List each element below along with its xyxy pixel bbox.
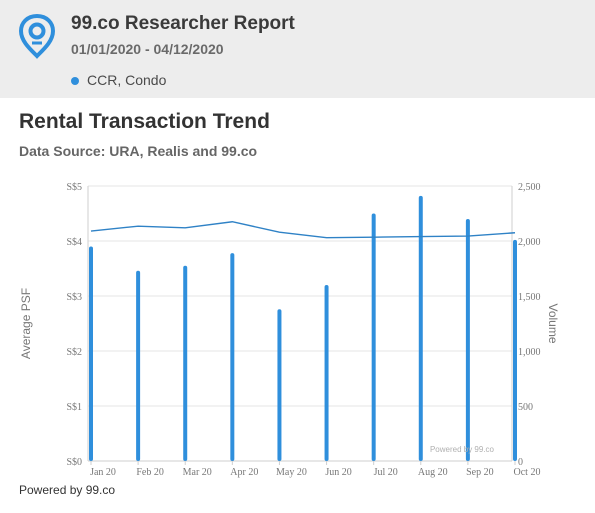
map-pin-logo-icon: [18, 13, 56, 59]
y-tick-label: S$0: [66, 457, 82, 468]
x-tick-label: May 20: [276, 467, 307, 478]
y2-tick-label: 500: [518, 402, 533, 413]
x-tick-label: Mar 20: [183, 467, 212, 478]
volume-bar: [418, 195, 423, 461]
y2-axis-title: Volume: [546, 303, 560, 343]
volume-bar: [230, 253, 235, 461]
report-title: 99.co Researcher Report: [71, 13, 295, 34]
chart-source: Data Source: URA, Realis and 99.co: [19, 143, 258, 159]
x-tick-label: Sep 20: [466, 467, 494, 478]
x-tick-label: Jun 20: [325, 467, 351, 478]
powered-by-footer: Powered by 99.co: [19, 483, 116, 497]
x-tick-label: Aug 20: [418, 467, 448, 478]
y2-tick-label: 0: [518, 457, 523, 468]
x-tick-label: Apr 20: [230, 467, 258, 478]
y-tick-label: S$1: [66, 402, 82, 413]
x-tick-label: Jul 20: [374, 467, 398, 478]
volume-bar: [324, 285, 329, 461]
volume-bar: [513, 239, 517, 461]
y-axis-title: Average PSF: [19, 288, 33, 359]
y-tick-label: S$5: [66, 182, 82, 193]
report-header: 99.co Researcher Report 01/01/2020 - 04/…: [0, 0, 595, 98]
chart-title: Rental Transaction Trend: [19, 110, 270, 133]
report-date-range: 01/01/2020 - 04/12/2020: [71, 41, 224, 57]
volume-bar: [183, 265, 188, 461]
volume-bar: [136, 270, 141, 461]
filter-bullet: [71, 77, 79, 85]
volume-bar: [371, 213, 376, 461]
y2-tick-label: 1,500: [518, 292, 541, 303]
filter-label: CCR, Condo: [87, 72, 167, 88]
y2-tick-label: 2,000: [518, 237, 541, 248]
x-tick-label: Oct 20: [514, 467, 541, 478]
y2-tick-label: 1,000: [518, 347, 541, 358]
volume-bar: [465, 219, 470, 461]
avg-psf-line: [90, 221, 516, 239]
x-tick-label: Jan 20: [90, 467, 116, 478]
volume-bar: [89, 246, 93, 461]
y2-tick-label: 2,500: [518, 182, 541, 193]
y-tick-label: S$4: [66, 237, 82, 248]
y-tick-label: S$3: [66, 292, 82, 303]
y-tick-label: S$2: [66, 347, 82, 358]
x-tick-label: Feb 20: [136, 467, 164, 478]
volume-bar: [277, 309, 282, 461]
chart-watermark: Powered by 99.co: [430, 445, 495, 454]
